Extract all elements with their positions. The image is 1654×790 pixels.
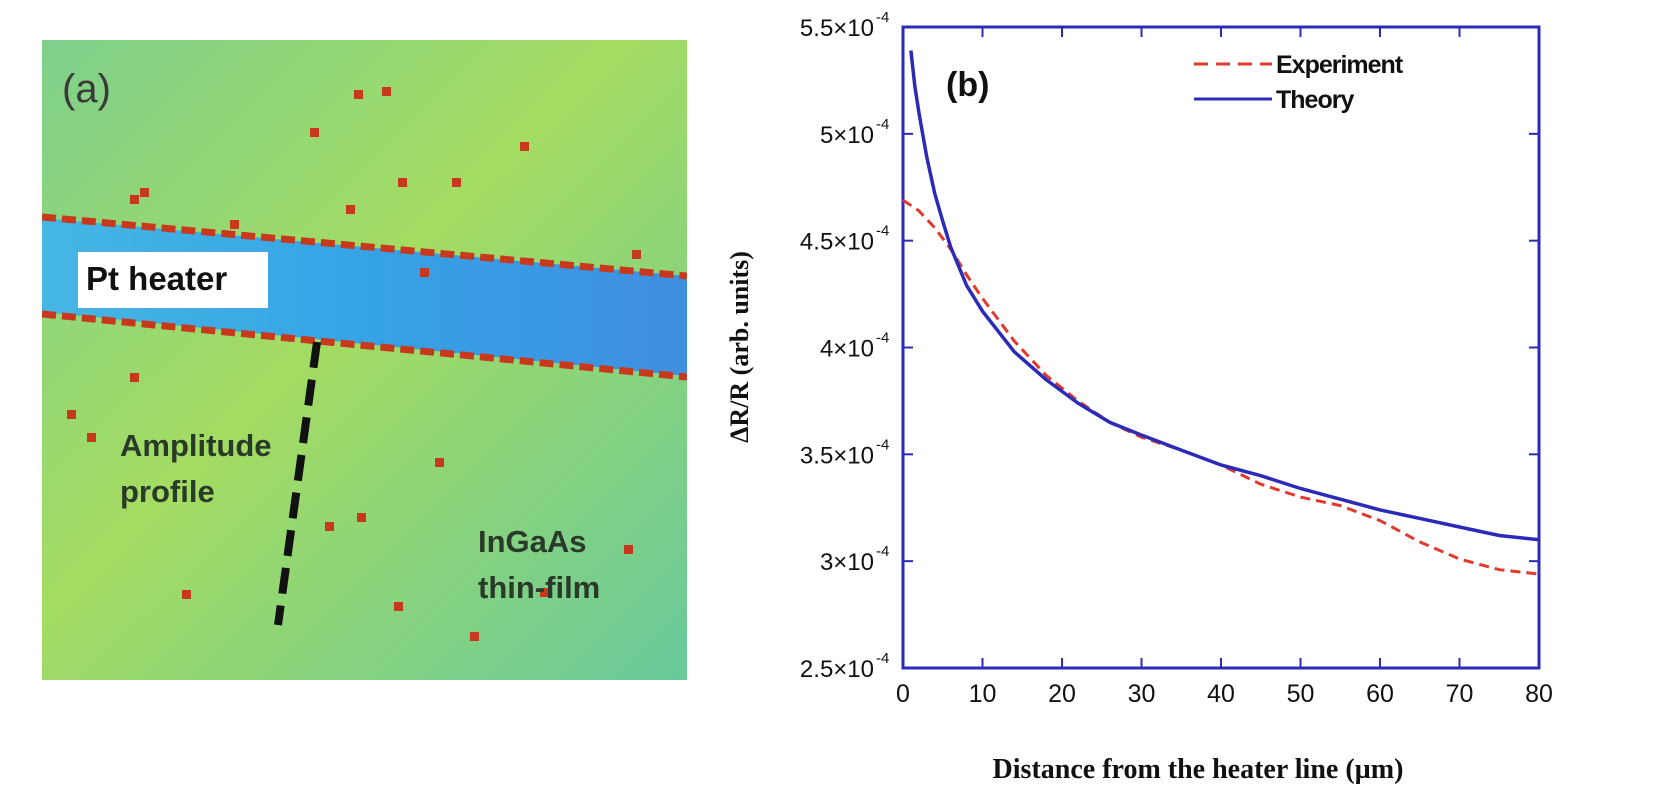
legend-label-experiment: Experiment xyxy=(1276,51,1404,79)
defect-speck xyxy=(310,128,319,137)
line-chart: 2.5×10 -43×10 -43.5×10 -44×10 -44.5×10 -45×10… xyxy=(725,9,1553,785)
y-tick-label: 3.5×10 xyxy=(800,442,874,469)
defect-speck xyxy=(398,178,407,187)
y-tick-label: 2.5×10 xyxy=(800,656,874,683)
y-tick-label: 4.5×10 xyxy=(800,229,874,256)
amplitude-profile-label-2: profile xyxy=(120,474,215,509)
y-axis-label: ΔR/R (arb. units) xyxy=(725,251,754,443)
y-tick-exponent: -4 xyxy=(876,223,889,240)
defect-speck xyxy=(452,178,461,187)
panel-b-label: (b) xyxy=(946,66,989,104)
x-axis-ticks: 0 10 20 30 40 50 60 70 80 xyxy=(896,27,1553,708)
defect-speck xyxy=(67,410,76,419)
defect-speck xyxy=(182,590,191,599)
film-label-1: InGaAs xyxy=(478,524,587,559)
defect-speck xyxy=(130,195,139,204)
defect-speck xyxy=(354,90,363,99)
defect-speck xyxy=(140,188,149,197)
y-tick-exponent: -4 xyxy=(876,543,889,560)
film-label-2: thin-film xyxy=(478,570,600,605)
series-layer xyxy=(902,50,1540,576)
y-axis-ticks: 2.5×10 -43×10 -43.5×10 -44×10 -44.5×10 -45×10… xyxy=(800,9,1539,683)
defect-specks xyxy=(67,87,641,641)
y-tick-label: 3×10 xyxy=(820,549,874,576)
defect-speck xyxy=(632,250,641,259)
series-line-theory xyxy=(909,50,1540,542)
defect-speck xyxy=(357,513,366,522)
defect-speck xyxy=(420,268,429,277)
y-tick-exponent: -4 xyxy=(876,330,889,347)
x-tick-label: 0 xyxy=(896,680,910,708)
x-tick-label: 40 xyxy=(1207,680,1235,708)
amplitude-profile-label-1: Amplitude xyxy=(120,428,272,463)
defect-speck xyxy=(540,588,549,597)
defect-speck xyxy=(130,373,139,382)
heater-bottom-edge xyxy=(42,310,687,381)
x-axis-label: Distance from the heater line (µm) xyxy=(993,754,1404,785)
x-tick-label: 20 xyxy=(1048,680,1076,708)
pt-heater-label-box xyxy=(78,252,268,308)
defect-speck xyxy=(435,458,444,467)
defect-speck xyxy=(346,205,355,214)
series-line-experiment xyxy=(902,198,1540,576)
x-tick-label: 60 xyxy=(1366,680,1394,708)
defect-speck xyxy=(87,433,96,442)
pt-heater-label: Pt heater xyxy=(86,260,227,297)
y-tick-label: 5×10 xyxy=(820,122,874,149)
y-tick-exponent: -4 xyxy=(876,116,889,133)
plot-area xyxy=(901,25,1541,670)
defect-speck xyxy=(470,632,479,641)
y-tick-exponent: -4 xyxy=(876,436,889,453)
x-tick-label: 80 xyxy=(1525,680,1553,708)
defect-speck xyxy=(230,220,239,229)
x-tick-label: 50 xyxy=(1287,680,1315,708)
defect-speck xyxy=(394,602,403,611)
y-tick-exponent: -4 xyxy=(876,9,889,26)
amplitude-image-panel: (a) Pt heater Amplitude profile InGaAs t… xyxy=(42,40,687,680)
y-tick-exponent: -4 xyxy=(876,650,889,667)
y-tick-label: 4×10 xyxy=(820,336,874,363)
defect-speck xyxy=(382,87,391,96)
defect-speck xyxy=(520,142,529,151)
y-tick-label: 5.5×10 xyxy=(800,15,874,42)
x-tick-label: 10 xyxy=(969,680,997,708)
amplitude-profile-line xyxy=(274,341,321,626)
defect-speck xyxy=(325,522,334,531)
x-tick-label: 70 xyxy=(1446,680,1474,708)
x-tick-label: 30 xyxy=(1128,680,1156,708)
legend-label-theory: Theory xyxy=(1276,86,1354,114)
panel-a-label: (a) xyxy=(62,67,111,111)
heater-top-edge xyxy=(42,213,687,280)
defect-speck xyxy=(624,545,633,554)
legend: Experiment Theory xyxy=(1194,51,1405,114)
